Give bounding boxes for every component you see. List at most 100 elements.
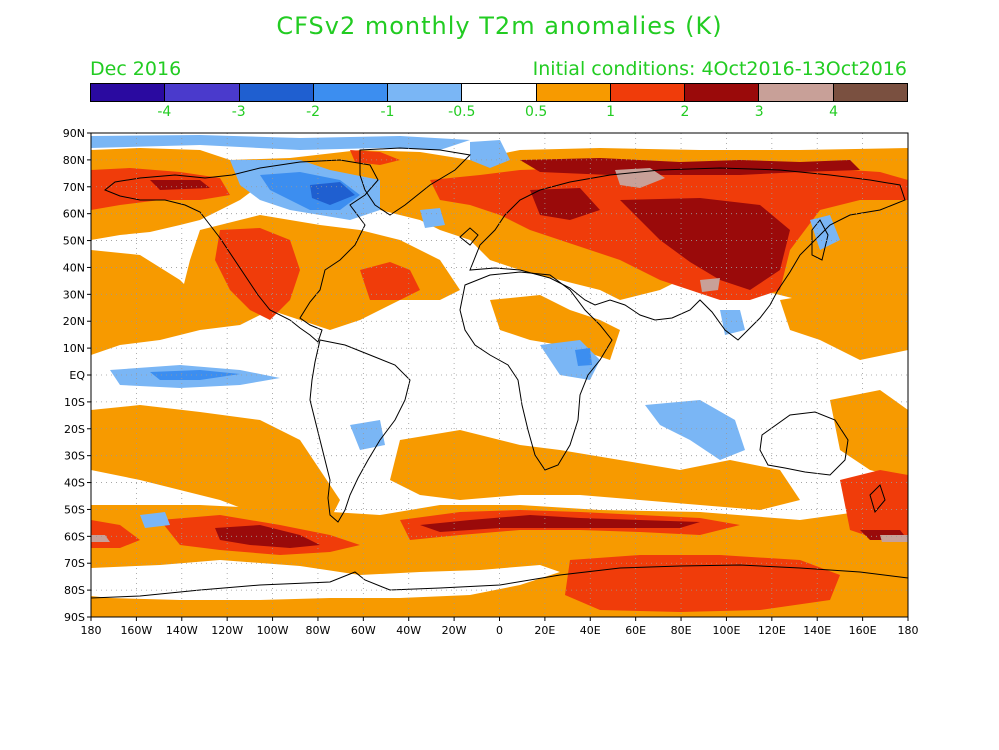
orange-area-n-pacific (91, 250, 200, 355)
lat-label: 40S (64, 477, 85, 490)
rose-area-sw (91, 535, 110, 542)
lightblue-area-arctic (91, 135, 470, 150)
colorbar-cell (239, 84, 314, 101)
lon-label: 180 (898, 624, 919, 637)
antarctic-no-anomaly (91, 560, 560, 600)
lat-label: 50N (63, 235, 85, 248)
lat-label: 90N (63, 127, 85, 140)
colorbar-label: -0.5 (448, 104, 476, 120)
darkred-area-scandinavia (530, 188, 600, 220)
lat-label: 30N (63, 288, 85, 301)
lon-label: 0 (496, 624, 503, 637)
colorbar-cell (536, 84, 611, 101)
colorbar-label: 1 (606, 104, 615, 120)
lat-label: EQ (69, 369, 85, 382)
coast-australia (759, 411, 849, 476)
coast-japan (811, 219, 829, 261)
midblue-area-baffin (310, 182, 355, 205)
colorbar-cell (685, 84, 760, 101)
lon-label: 80E (671, 624, 692, 637)
lat-label: 10S (64, 396, 85, 409)
coast-new-zealand (869, 484, 886, 514)
lon-label: 40E (580, 624, 601, 637)
colorbar (90, 83, 908, 102)
coast-greenland (359, 147, 472, 216)
lon-label: 60W (351, 624, 376, 637)
lat-label: 10N (63, 342, 85, 355)
coastlines (91, 147, 908, 599)
darkred-area-asia (620, 198, 790, 290)
lon-label: 120E (758, 624, 786, 637)
rose-area-tibet (700, 278, 720, 292)
lat-label: 60N (63, 208, 85, 221)
darkred-area-alaska (150, 180, 210, 190)
latitude-axis: 90N 80N 70N 60N 50N 40N 30N 20N 10N EQ 10S 20S 30S 40… (63, 127, 86, 624)
colorbar-cell (462, 84, 537, 101)
red-area-antarctica (565, 555, 840, 612)
colorbar-cell (388, 84, 463, 101)
coast-africa (459, 271, 613, 471)
colorbar-label: 2 (680, 104, 690, 120)
anomaly-fields (91, 133, 908, 617)
antarctic-white-area (91, 560, 560, 600)
lightblue-area-brazil (350, 420, 385, 450)
midblue-anomaly-areas (310, 182, 355, 205)
colorbar-label: -2 (306, 104, 321, 120)
lat-label: 90S (64, 611, 85, 624)
colorbar-label: -1 (380, 104, 395, 120)
colorbar-cell (759, 84, 834, 101)
blue-area-e-africa (575, 348, 592, 366)
darkred-area-southern-belt (420, 515, 700, 532)
lat-label: 40N (63, 261, 85, 274)
colorbar-cell (610, 84, 686, 101)
orange-area-se-pacific (91, 405, 340, 525)
lat-label: 50S (64, 503, 85, 516)
darkred-area-siberia (520, 158, 860, 175)
red-area-s-tasman (840, 470, 908, 540)
darkred-area-s-pacific (215, 525, 320, 548)
lon-label: 140E (803, 624, 831, 637)
lon-label: 140W (166, 624, 198, 637)
longitude-axis: 180 160W 140W 120W 100W 80W 60W 40W 20W 0 20E 40E 60… (81, 624, 919, 637)
colorbar-label: 4 (829, 104, 839, 120)
orange-area-w-pacific (780, 290, 908, 360)
coast-britain (459, 227, 479, 246)
axis-ticks (87, 132, 909, 621)
orange-area-africa (490, 295, 620, 360)
red-area-atlantic (360, 262, 420, 300)
colorbar-cell (165, 84, 240, 101)
lon-label: 20W (442, 624, 467, 637)
lightblue-area-indian (645, 400, 745, 460)
rose-area-se (880, 535, 908, 542)
dotted-grid (91, 133, 908, 617)
coast-antarctica (91, 564, 908, 599)
colorbar-label: 0.5 (525, 104, 548, 120)
lat-label: 80N (63, 154, 85, 167)
lon-label: 100W (257, 624, 289, 637)
lon-label: 180 (81, 624, 102, 637)
colorbar-label: -3 (231, 104, 246, 120)
lon-label: 40W (396, 624, 421, 637)
lat-label: 20N (63, 315, 85, 328)
lon-label: 160W (120, 624, 152, 637)
lon-label: 100E (712, 624, 740, 637)
red-area-greenland (350, 150, 400, 165)
coast-eurasia (469, 167, 906, 341)
red-area-n-america (215, 228, 300, 320)
map-title: CFSv2 monthly T2m anomalies (K) (276, 12, 723, 40)
lightblue-area-n-atlantic (420, 208, 445, 228)
colorbar-label: -4 (157, 104, 172, 120)
colorbar-cell (833, 84, 907, 101)
initial-conditions-label: Initial conditions: 4Oct2016-13Oct2016 (532, 58, 907, 80)
blue-area-eq-pacific (150, 370, 240, 380)
lat-label: 80S (64, 584, 85, 597)
colorbar-cell (313, 84, 389, 101)
lat-label: 30S (64, 450, 85, 463)
colorbar-labels: -4 -3 -2 -1 -0.5 0.5 1 2 3 4 (90, 104, 908, 122)
coast-north-america (104, 159, 379, 343)
orange-area-tasman (830, 390, 908, 480)
lat-label: 20S (64, 423, 85, 436)
lightblue-area-s-pacific (140, 512, 170, 528)
lon-label: 120W (211, 624, 243, 637)
